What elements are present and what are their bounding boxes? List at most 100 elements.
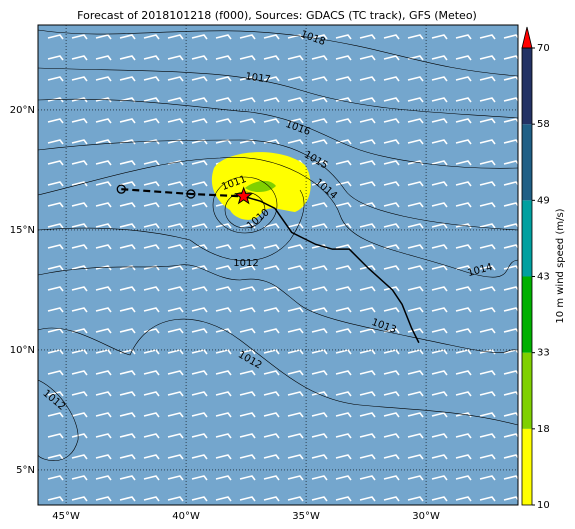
wind-barb [479,391,496,397]
wind-barb [95,223,112,229]
wind-barb [431,265,448,271]
wind-barb [143,181,160,187]
wind-barb [383,307,400,313]
isobar [212,176,278,234]
wind-barb [335,412,352,418]
wind-barb [167,286,184,292]
wind-barb [143,76,160,82]
wind-barb [71,34,88,40]
wind-barb [263,433,280,439]
wind-barb [263,97,280,103]
wind-barb [479,223,496,229]
wind-barb [167,328,184,334]
wind-barb [311,475,328,481]
wind-barb [311,139,328,145]
wind-barb [479,265,496,271]
wind-barb [191,160,208,166]
wind-barb [71,97,88,103]
wind-barb [311,454,328,460]
wind-barb [47,475,64,481]
wind-barb [335,391,352,397]
wind-barb [287,286,304,292]
wind-barb [71,328,88,334]
wind-barb [167,118,184,124]
wind-barb [119,160,136,166]
wind-barb [263,76,280,82]
wind-barb [239,244,256,250]
wind-barb [455,118,472,124]
wind-barb [239,307,256,313]
wind-barb [47,328,64,334]
wind-barb [119,244,136,250]
colorbar-tick-label: 70 [537,43,550,54]
wind-barb [143,307,160,313]
wind-barb [95,412,112,418]
wind-barb [431,412,448,418]
colorbar-tick-label: 10 [537,500,550,511]
wind-barb [383,244,400,250]
wind-barb [47,412,64,418]
wind-barb [239,433,256,439]
wind-barb [119,118,136,124]
lon-tick-label: 40°W [172,511,200,522]
wind-barb [383,475,400,481]
wind-barb [119,475,136,481]
wind-barb [47,139,64,145]
colorbar-tick-label: 18 [537,424,550,435]
wind-barb [47,286,64,292]
colorbar-segment [522,48,532,125]
wind-barb [359,34,376,40]
wind-barb [263,55,280,61]
wind-barb [71,223,88,229]
wind-barb [167,244,184,250]
wind-barb [311,286,328,292]
wind-barb [383,328,400,334]
wind-barb [263,475,280,481]
wind-barb [407,55,424,61]
wind-barb [143,202,160,208]
lon-tick-label: 45°W [52,511,80,522]
wind-barb [167,181,184,187]
forecast-track [243,195,420,344]
wind-barb [359,244,376,250]
wind-barb [95,433,112,439]
wind-barb [71,76,88,82]
wind-barb [47,307,64,313]
wind-barb [335,286,352,292]
wind-barb [95,475,112,481]
wind-barb [263,265,280,271]
lat-tick-label: 15°N [10,225,35,236]
wind-barb [359,391,376,397]
wind-barb [287,223,304,229]
wind-barb [407,181,424,187]
wind-barb [143,244,160,250]
wind-barb [335,223,352,229]
wind-barb [311,307,328,313]
wind-barb [215,370,232,376]
wind-barb [383,433,400,439]
wind-barb [359,97,376,103]
wind-barb [431,160,448,166]
wind-barb [479,496,496,502]
wind-barb [167,433,184,439]
wind-barb [359,181,376,187]
colorbar: 10 18 33 43 49 58 70 [521,26,550,511]
wind-barb [407,118,424,124]
wind-barb [383,223,400,229]
wind-barb [95,328,112,334]
wind-barb [263,244,280,250]
wind-barb [455,55,472,61]
wind-barb [383,55,400,61]
wind-barb [479,181,496,187]
wind-barb [407,391,424,397]
wind-barb [431,223,448,229]
wind-barb [263,496,280,502]
track-point [116,184,126,194]
ocean [38,25,518,505]
wind-barb [215,307,232,313]
wind-barb [311,97,328,103]
lon-tick-label: 30°W [412,511,440,522]
wind-barb [143,454,160,460]
wind-barb [167,139,184,145]
wind-barb [455,244,472,250]
